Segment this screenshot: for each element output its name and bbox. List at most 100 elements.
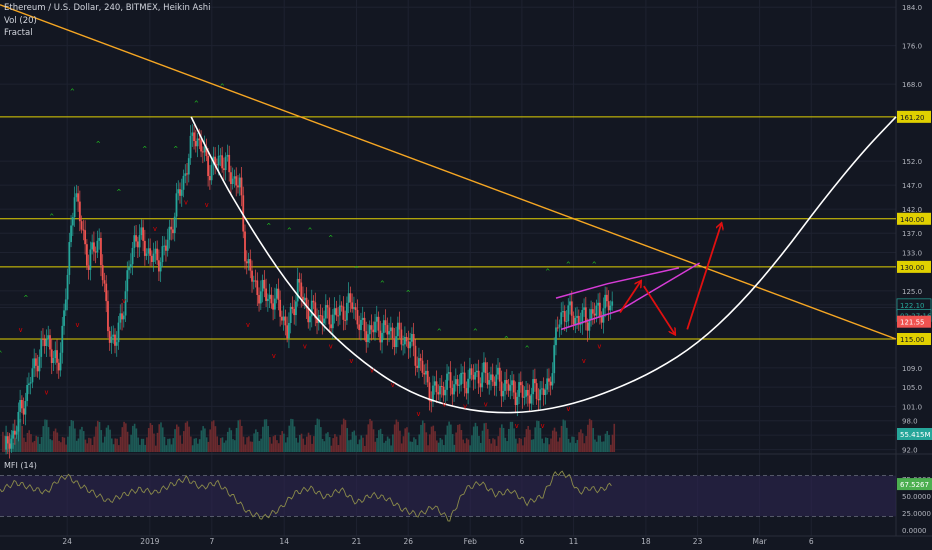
fractal-down-marker: v xyxy=(44,388,48,396)
fractal-up-marker: ^ xyxy=(504,335,508,343)
candle-body xyxy=(77,193,79,202)
time-tick-label: Feb xyxy=(464,537,478,546)
scenario-arrows[interactable] xyxy=(619,224,721,335)
candle-body xyxy=(50,349,53,364)
candle-body xyxy=(184,173,187,176)
candle-body xyxy=(338,305,341,316)
volume-bar xyxy=(464,443,466,452)
wedge-line-lower[interactable] xyxy=(560,262,701,331)
candle-body xyxy=(523,396,526,398)
volume-bar xyxy=(344,419,347,452)
volume-bar xyxy=(407,432,410,452)
volume-bar xyxy=(518,438,521,452)
fractal-down-marker: v xyxy=(205,201,209,209)
candle-body xyxy=(465,388,468,394)
candle-body xyxy=(611,301,614,306)
volume-bar xyxy=(31,442,34,452)
volume-bar xyxy=(448,421,450,452)
candle-body xyxy=(430,400,433,402)
candle-body xyxy=(319,315,322,317)
volume-bar xyxy=(72,420,74,452)
volume-bar xyxy=(423,423,426,452)
horizontal-levels[interactable] xyxy=(0,116,896,340)
time-axis[interactable]: 24 2019 7 14 21 26 Feb 6 11 18 23 Mar 6 xyxy=(62,537,813,546)
candle-body xyxy=(370,325,373,330)
cup-pattern-curve[interactable] xyxy=(190,116,897,414)
volume-bar xyxy=(369,418,371,452)
volume-bar xyxy=(444,434,447,452)
volume-bar xyxy=(499,427,501,452)
volume-bar xyxy=(68,426,71,452)
volume-bar xyxy=(567,438,570,452)
volume-bar xyxy=(269,437,271,452)
volume-bar xyxy=(135,428,138,452)
candle-body xyxy=(381,332,383,343)
candle-body xyxy=(326,305,329,308)
candle-body xyxy=(249,259,252,271)
candle-body xyxy=(277,288,280,300)
candle-body xyxy=(237,185,239,188)
volume-bar xyxy=(522,445,524,452)
candle-body xyxy=(342,306,345,320)
candle-body xyxy=(368,325,371,335)
time-tick-label: 18 xyxy=(641,537,651,546)
cup-curve[interactable] xyxy=(190,116,897,414)
candle-body xyxy=(490,374,492,381)
fractal-down-marker: v xyxy=(597,343,601,351)
candle-body xyxy=(556,327,559,329)
volume-bar xyxy=(244,444,247,452)
candle-body xyxy=(481,372,484,388)
candle-body xyxy=(280,316,283,321)
fractal-up-marker: ^ xyxy=(406,290,410,298)
volume-bar xyxy=(251,441,254,452)
volume-bar xyxy=(37,436,39,452)
candle-body xyxy=(187,158,190,175)
candle-body xyxy=(442,386,445,396)
volume-bar xyxy=(483,423,486,452)
candle-body xyxy=(110,336,113,343)
candle-body xyxy=(361,317,364,320)
volume-bar xyxy=(265,419,268,452)
volume-bar xyxy=(56,432,59,452)
volume-bar xyxy=(70,419,73,452)
volume-bar xyxy=(91,445,94,452)
volume-bar xyxy=(532,439,535,452)
candle-body xyxy=(486,373,489,385)
volume-bar xyxy=(2,431,4,452)
volume-bar xyxy=(476,426,479,452)
candle-body xyxy=(476,370,478,373)
candle-body xyxy=(470,368,473,375)
candle-body xyxy=(317,315,320,324)
fractal-down-marker: v xyxy=(566,405,570,413)
candle-body xyxy=(103,280,106,284)
volume-bar xyxy=(200,430,203,452)
fractal-up-marker: ^ xyxy=(525,345,529,353)
volume-bar xyxy=(281,431,284,452)
fractal-down-marker: v xyxy=(484,400,488,408)
volume-bar xyxy=(485,422,487,452)
candle-body xyxy=(497,367,499,375)
rising-wedge[interactable] xyxy=(555,262,701,331)
candle-body xyxy=(331,314,334,329)
candle-body xyxy=(597,302,600,306)
candle-body xyxy=(200,140,202,152)
candle-body xyxy=(129,264,132,268)
scenario-arrow-1[interactable] xyxy=(619,281,641,314)
volume-bar xyxy=(298,434,301,452)
descending-trendline[interactable] xyxy=(0,4,897,340)
volume-bar xyxy=(151,424,154,452)
scenario-arrow-3[interactable] xyxy=(686,224,721,330)
fractal-down-marker: v xyxy=(416,410,420,418)
price-axis[interactable]: 75.000050.000025.00000.000067.5267184.01… xyxy=(896,4,932,535)
scenario-arrow-2[interactable] xyxy=(643,285,675,334)
wedge-line-upper[interactable] xyxy=(555,267,680,299)
volume-bar xyxy=(100,430,103,452)
trendline[interactable] xyxy=(0,4,897,340)
candle-body xyxy=(284,316,287,326)
candle-body xyxy=(586,322,589,331)
volume-bar xyxy=(260,438,262,452)
candle-body xyxy=(205,146,208,156)
candle-body xyxy=(440,385,443,387)
